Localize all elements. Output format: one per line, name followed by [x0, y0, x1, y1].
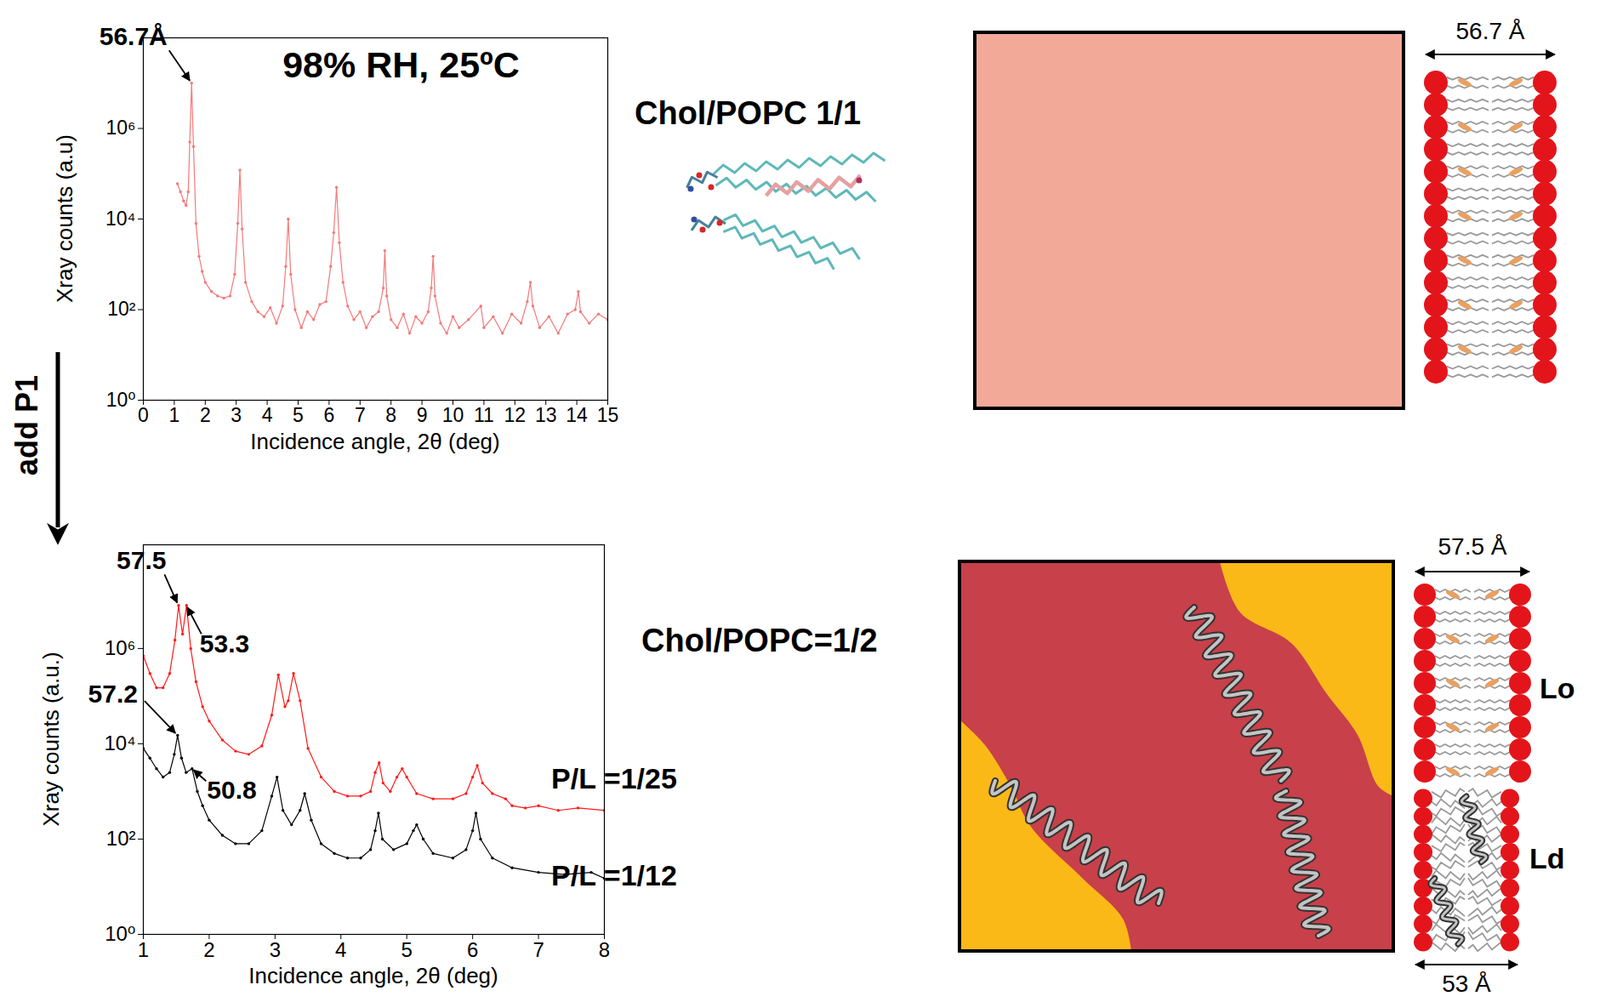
svg-text:7: 7: [532, 938, 544, 962]
svg-text:10²: 10²: [106, 826, 137, 850]
svg-text:10²: 10²: [107, 297, 137, 320]
svg-text:5: 5: [292, 404, 304, 427]
svg-text:1: 1: [169, 404, 181, 427]
svg-text:2: 2: [199, 404, 211, 427]
svg-text:57.5 Å: 57.5 Å: [1438, 533, 1508, 560]
svg-text:9: 9: [416, 404, 428, 427]
svg-text:Chol/POPC 1/1: Chol/POPC 1/1: [634, 95, 861, 131]
svg-text:4: 4: [335, 938, 347, 962]
svg-text:10⁴: 10⁴: [105, 207, 136, 230]
svg-text:6: 6: [466, 938, 479, 962]
svg-text:Xray counts (a.u): Xray counts (a.u): [51, 134, 78, 303]
svg-text:3: 3: [269, 938, 281, 962]
svg-text:Lo: Lo: [1539, 671, 1576, 705]
svg-text:0: 0: [137, 404, 149, 427]
svg-text:P/L =1/25: P/L =1/25: [551, 762, 678, 795]
svg-text:8: 8: [598, 938, 610, 962]
svg-text:10⁰: 10⁰: [106, 388, 137, 411]
svg-text:Ld: Ld: [1529, 842, 1566, 875]
svg-text:53 Å: 53 Å: [1441, 970, 1492, 997]
svg-text:57.5: 57.5: [116, 546, 166, 575]
svg-text:57.2: 57.2: [88, 679, 138, 708]
svg-text:98% RH, 25ºC: 98% RH, 25ºC: [282, 44, 520, 86]
svg-text:15: 15: [597, 404, 620, 427]
svg-text:10⁰: 10⁰: [104, 922, 136, 946]
svg-text:53.3: 53.3: [199, 629, 250, 658]
svg-text:6: 6: [324, 404, 336, 427]
svg-text:5: 5: [401, 938, 413, 962]
svg-text:13: 13: [535, 404, 558, 427]
svg-text:2: 2: [203, 938, 215, 962]
svg-text:Incidence angle, 2θ (deg): Incidence angle, 2θ (deg): [248, 962, 498, 989]
svg-text:14: 14: [565, 404, 588, 427]
svg-text:12: 12: [504, 404, 527, 427]
svg-text:11: 11: [473, 404, 495, 427]
svg-text:P/L =1/12: P/L =1/12: [551, 859, 678, 892]
svg-text:3: 3: [230, 404, 242, 427]
svg-text:10⁶: 10⁶: [104, 636, 137, 660]
svg-text:7: 7: [354, 404, 366, 427]
svg-text:10: 10: [442, 404, 465, 427]
svg-text:50.8: 50.8: [206, 775, 257, 804]
svg-text:Incidence angle, 2θ (deg): Incidence angle, 2θ (deg): [250, 428, 500, 455]
svg-text:1: 1: [137, 938, 149, 962]
svg-text:Chol/POPC=1/2: Chol/POPC=1/2: [641, 622, 878, 659]
svg-text:add P1: add P1: [9, 375, 45, 476]
svg-text:56.7Å: 56.7Å: [99, 22, 168, 51]
svg-text:56.7 Å: 56.7 Å: [1456, 17, 1526, 45]
svg-text:4: 4: [261, 404, 274, 427]
svg-text:10⁶: 10⁶: [105, 116, 136, 139]
svg-text:8: 8: [385, 404, 397, 427]
svg-text:10⁴: 10⁴: [103, 731, 136, 755]
svg-text:Xray counts (a.u.): Xray counts (a.u.): [38, 651, 64, 826]
